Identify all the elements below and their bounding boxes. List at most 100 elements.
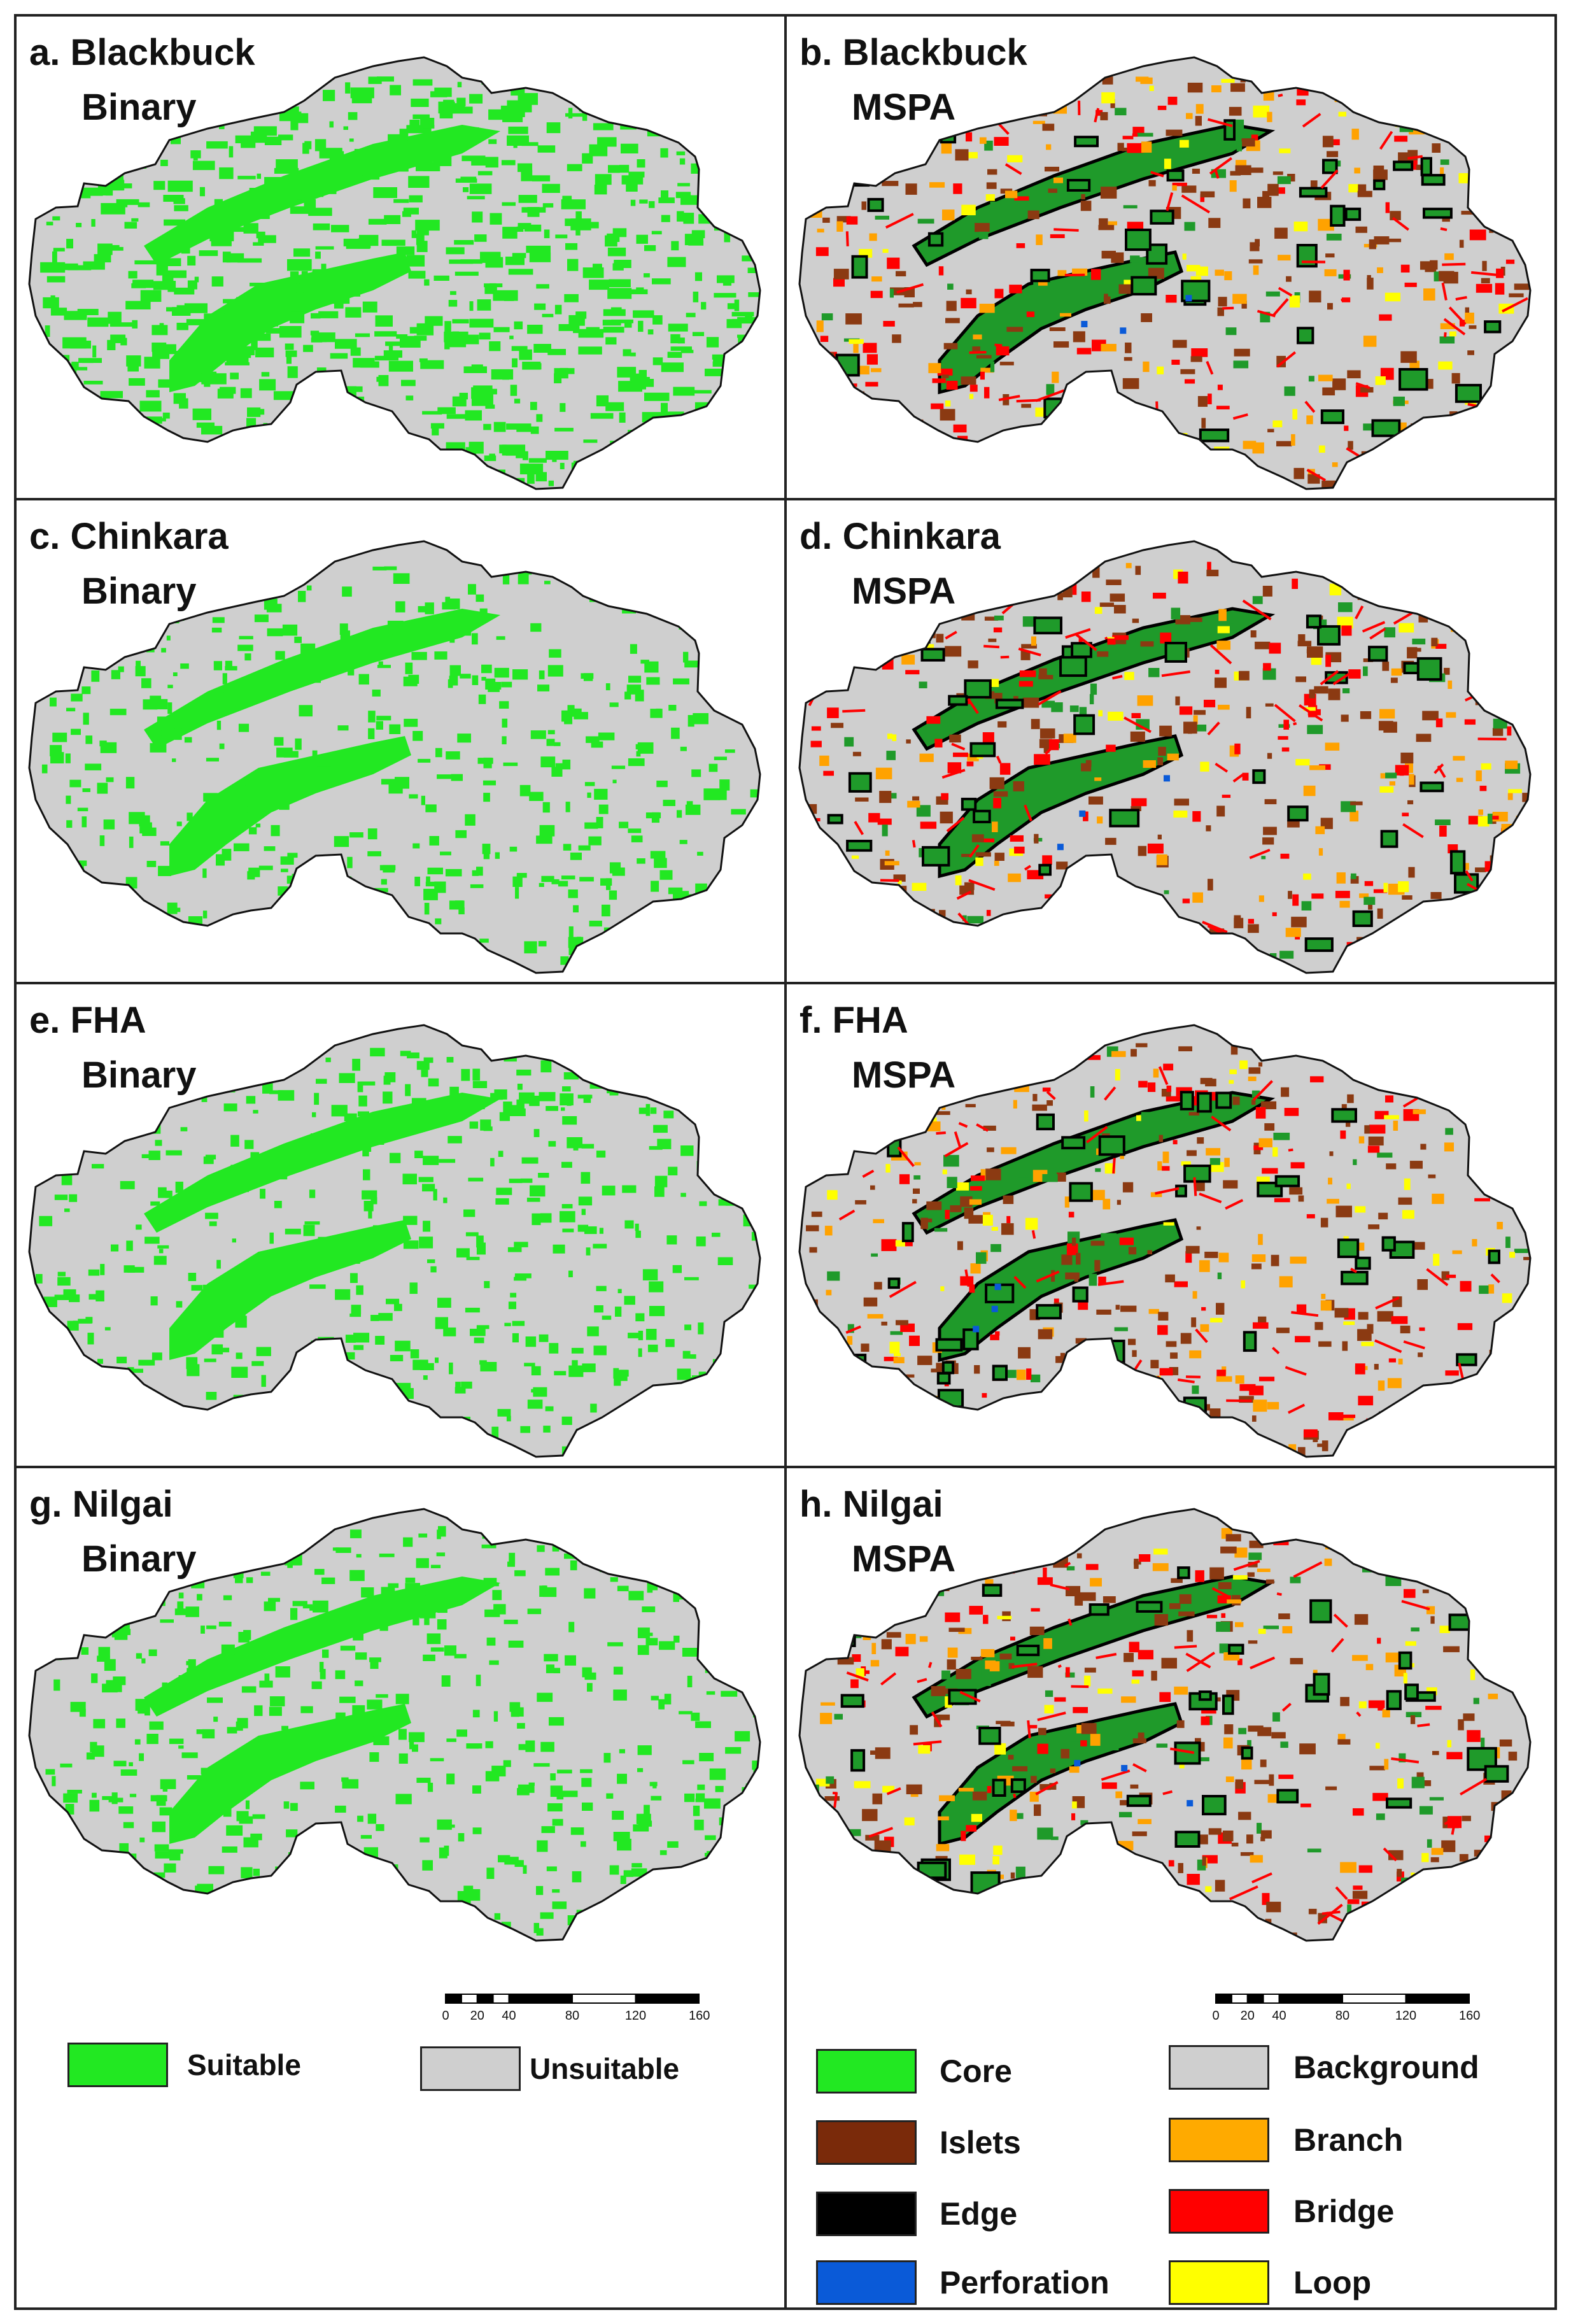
habitat-patch — [209, 1221, 217, 1226]
habitat-patch — [905, 670, 920, 675]
habitat-patch — [362, 1190, 377, 1200]
habitat-patch — [502, 227, 518, 239]
habitat-patch — [1101, 344, 1117, 351]
habitat-patch — [1167, 262, 1172, 272]
habitat-patch — [187, 1364, 200, 1377]
habitat-patch — [727, 303, 738, 309]
core-patch — [992, 1778, 1006, 1797]
habitat-patch — [628, 1333, 643, 1338]
habitat-patch — [246, 1096, 256, 1104]
habitat-patch — [227, 1282, 236, 1294]
habitat-patch — [370, 1197, 377, 1205]
habitat-patch — [1164, 1931, 1177, 1938]
habitat-patch — [1094, 1915, 1101, 1925]
habitat-patch — [751, 1594, 760, 1606]
habitat-patch — [1505, 1158, 1511, 1163]
northern-ridge — [144, 609, 500, 749]
habitat-patch — [350, 1529, 362, 1538]
habitat-patch — [1247, 1739, 1251, 1748]
habitat-patch — [1149, 85, 1154, 91]
habitat-patch — [999, 362, 1014, 365]
habitat-patch — [872, 1793, 882, 1804]
habitat-patch — [137, 1709, 146, 1714]
bridge-segment — [1391, 447, 1416, 451]
habitat-patch — [575, 211, 582, 219]
habitat-patch — [1088, 1189, 1105, 1200]
habitat-patch — [525, 1336, 537, 1347]
habitat-patch — [1377, 1062, 1382, 1070]
habitat-patch — [1216, 641, 1231, 650]
habitat-patch — [281, 464, 293, 476]
habitat-patch — [609, 1540, 623, 1551]
habitat-patch — [994, 615, 1004, 621]
habitat-patch — [1118, 284, 1135, 294]
habitat-patch — [745, 1918, 759, 1925]
habitat-patch — [1224, 1724, 1234, 1734]
habitat-patch — [1184, 222, 1195, 231]
habitat-patch — [941, 1434, 948, 1446]
habitat-patch — [305, 1874, 314, 1887]
habitat-patch — [1276, 441, 1292, 447]
habitat-patch — [167, 702, 173, 714]
habitat-patch — [241, 348, 246, 355]
habitat-patch — [1085, 1409, 1099, 1417]
habitat-patch — [536, 284, 549, 289]
habitat-patch — [97, 783, 108, 794]
habitat-patch — [969, 1199, 982, 1205]
habitat-patch — [1513, 614, 1522, 620]
habitat-patch — [313, 1243, 322, 1249]
habitat-patch — [680, 1145, 694, 1156]
habitat-patch — [52, 1356, 68, 1363]
habitat-patch — [994, 860, 999, 866]
habitat-patch — [621, 175, 644, 185]
title-line-2: MSPA — [852, 1054, 956, 1096]
habitat-patch — [274, 1201, 282, 1208]
habitat-patch — [247, 806, 264, 813]
habitat-patch — [321, 1373, 329, 1380]
habitat-patch — [188, 1659, 196, 1670]
habitat-patch — [430, 1647, 444, 1652]
habitat-patch — [265, 328, 290, 334]
habitat-patch — [1514, 106, 1525, 111]
habitat-patch — [1501, 1870, 1513, 1880]
habitat-patch — [1238, 1727, 1246, 1734]
scalebar-tick-label: 160 km — [689, 2009, 712, 2023]
bridge-segment — [1362, 621, 1386, 633]
habitat-patch — [350, 347, 361, 356]
habitat-patch — [1138, 846, 1147, 856]
habitat-patch — [273, 391, 293, 400]
habitat-patch — [330, 644, 344, 656]
habitat-patch — [974, 1365, 980, 1374]
bridge-segment — [951, 742, 966, 751]
bridge-segment — [1494, 220, 1505, 226]
habitat-patch — [651, 881, 659, 892]
habitat-patch — [628, 1591, 644, 1601]
habitat-patch — [686, 460, 709, 467]
habitat-patch — [1016, 1531, 1032, 1536]
habitat-patch — [100, 1264, 105, 1275]
habitat-patch — [1066, 1243, 1078, 1256]
habitat-patch — [465, 334, 479, 344]
habitat-patch — [726, 152, 735, 164]
habitat-patch — [1130, 731, 1145, 742]
habitat-patch — [1344, 1536, 1350, 1549]
habitat-patch — [994, 137, 1009, 146]
bridge-segment — [934, 1424, 962, 1436]
habitat-patch — [1488, 1284, 1495, 1294]
habitat-patch — [207, 1435, 215, 1447]
habitat-patch — [97, 1436, 102, 1447]
habitat-patch — [617, 1585, 629, 1592]
habitat-patch — [1495, 1656, 1505, 1661]
habitat-patch — [613, 1832, 630, 1841]
habitat-patch — [876, 438, 889, 444]
habitat-patch — [873, 1219, 884, 1224]
habitat-patch — [819, 1888, 824, 1901]
habitat-patch — [1492, 1377, 1498, 1387]
habitat-patch — [617, 1289, 622, 1294]
habitat-patch — [466, 1256, 480, 1261]
bridge-segment — [1206, 452, 1211, 458]
bridge-segment — [1276, 351, 1297, 368]
habitat-patch — [1284, 386, 1295, 396]
habitat-patch — [752, 1697, 758, 1701]
habitat-patch — [524, 941, 537, 954]
